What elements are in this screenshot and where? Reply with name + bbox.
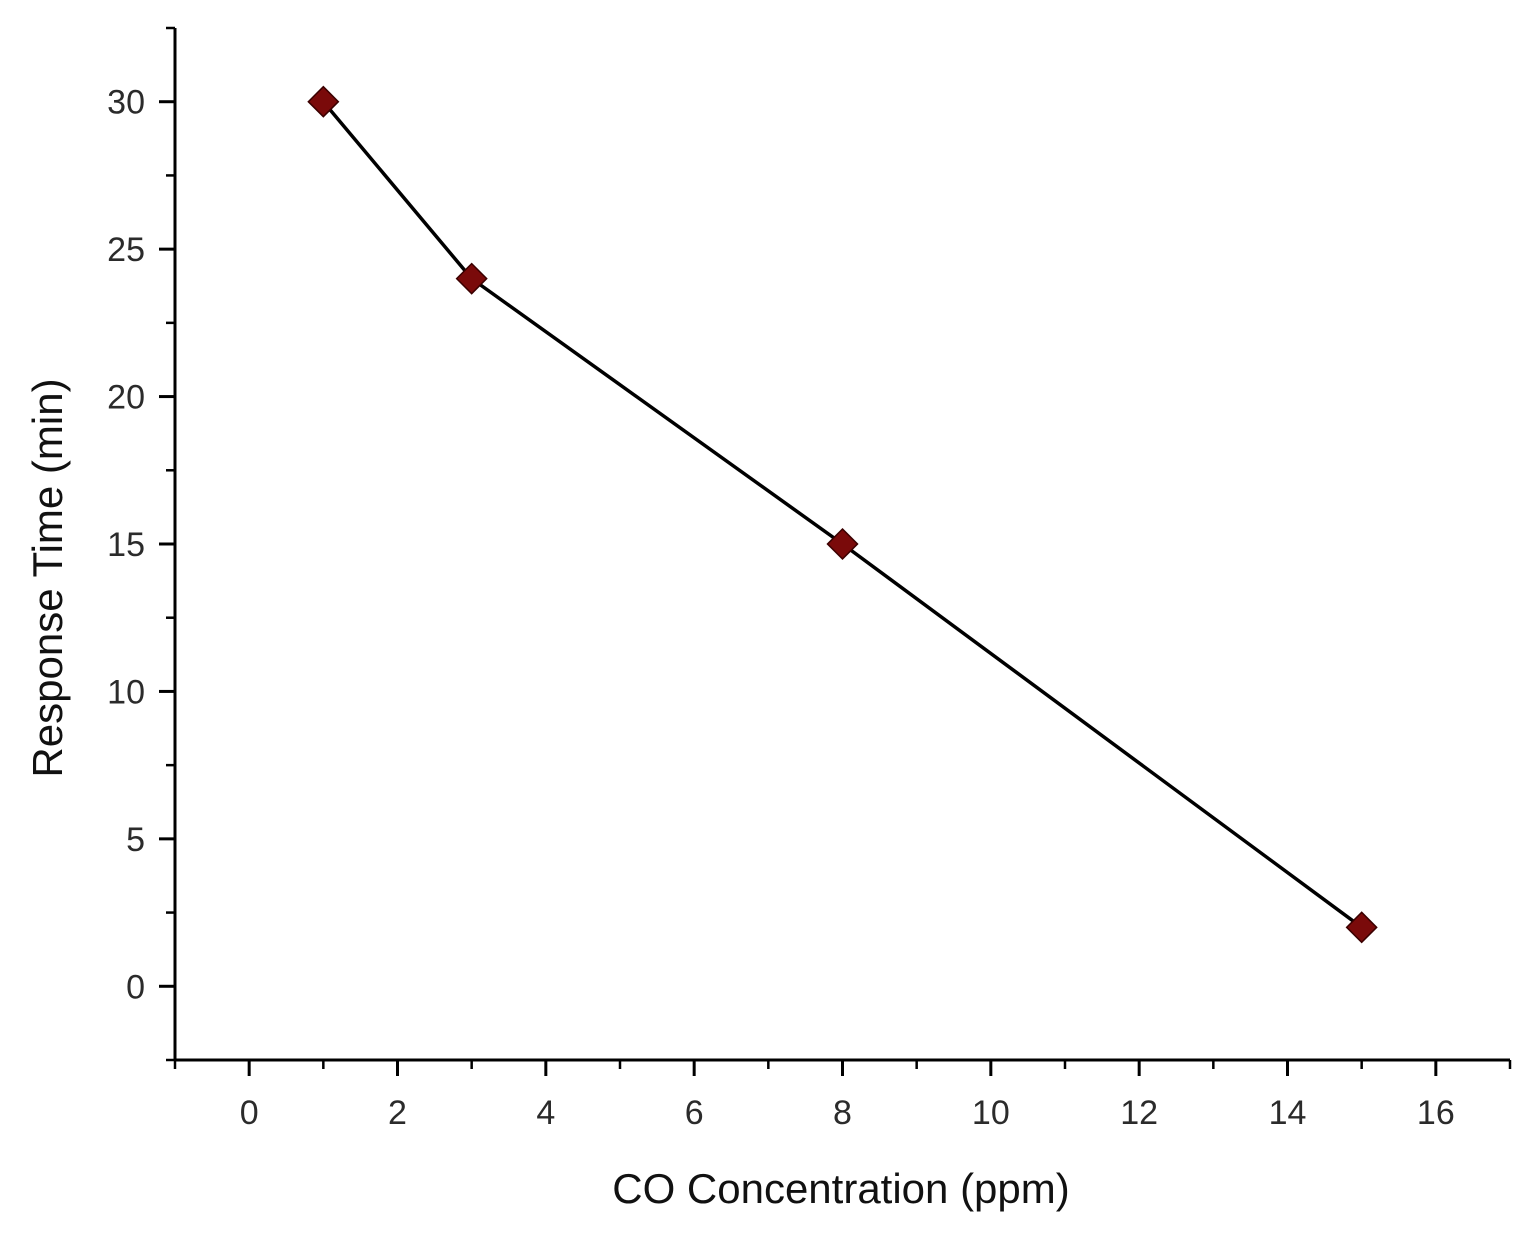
x-tick-label: 0: [240, 1094, 259, 1132]
y-tick-label: 20: [107, 379, 145, 417]
data-point-marker: [455, 262, 488, 295]
y-tick-label: 0: [126, 968, 145, 1006]
y-tick-label: 10: [107, 673, 145, 711]
series-line-segment: [840, 542, 1364, 930]
x-tick-label: 16: [1417, 1094, 1455, 1132]
series-markers: [307, 85, 1378, 944]
data-point-marker: [307, 85, 340, 118]
x-tick-label: 2: [388, 1094, 407, 1132]
x-tick-label: 4: [536, 1094, 555, 1132]
y-tick-labels: 0 5 10 15 20 25 30: [107, 84, 145, 1007]
series-lines: [321, 99, 1364, 930]
y-axis-title: Response Time (min): [24, 378, 71, 777]
major-ticks: [159, 100, 1438, 1076]
series-line-segment: [469, 276, 845, 546]
y-tick-label: 30: [107, 84, 145, 122]
x-axis-title: CO Concentration (ppm): [612, 1165, 1070, 1212]
series-line-segment: [321, 99, 474, 281]
x-tick-label: 10: [972, 1094, 1010, 1132]
y-tick-label: 15: [107, 526, 145, 564]
data-point-marker: [1345, 911, 1378, 944]
x-tick-labels: 0 2 4 6 8 10 12 14 16: [240, 1094, 1455, 1132]
x-tick-label: 14: [1269, 1094, 1307, 1132]
y-tick-label: 5: [126, 821, 145, 859]
y-tick-label: 25: [107, 231, 145, 269]
x-tick-label: 12: [1120, 1094, 1158, 1132]
x-tick-label: 6: [685, 1094, 704, 1132]
x-tick-label: 8: [833, 1094, 852, 1132]
plot-area: 0 2 4 6 8 10 12 14 16 0 5 10 15 20 25 30: [107, 26, 1512, 1132]
data-point-marker: [826, 527, 859, 561]
